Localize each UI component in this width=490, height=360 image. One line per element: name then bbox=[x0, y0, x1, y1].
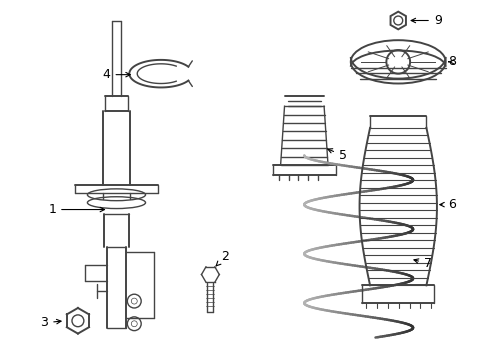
Text: 8: 8 bbox=[448, 55, 456, 68]
Text: 2: 2 bbox=[216, 250, 229, 266]
Text: 6: 6 bbox=[440, 198, 456, 211]
Text: 1: 1 bbox=[49, 203, 104, 216]
Text: 4: 4 bbox=[102, 68, 130, 81]
Text: 3: 3 bbox=[40, 316, 61, 329]
Text: 7: 7 bbox=[414, 257, 432, 270]
Text: 5: 5 bbox=[328, 149, 347, 162]
Text: 9: 9 bbox=[411, 14, 441, 27]
